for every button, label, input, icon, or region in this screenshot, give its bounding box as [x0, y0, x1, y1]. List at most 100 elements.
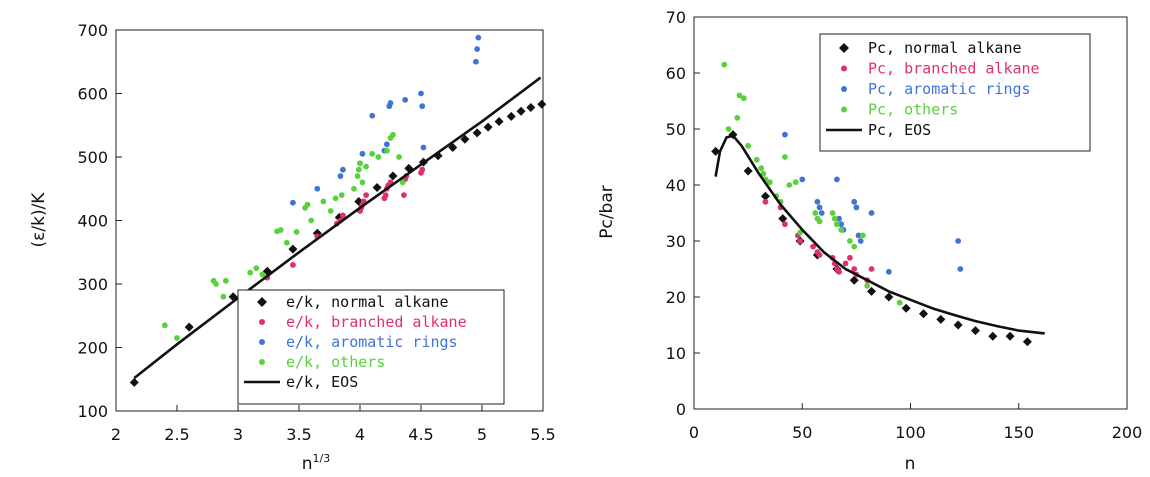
- left-legend-swatch-others: [259, 359, 265, 365]
- left-point-normal: [483, 122, 493, 132]
- left-point-branched: [419, 166, 426, 173]
- left-point-others: [359, 179, 366, 186]
- right-point-normal: [743, 166, 753, 176]
- right-legend-label-eos: Pc, EOS: [868, 121, 931, 139]
- left-point-others: [213, 281, 219, 287]
- left-point-others: [220, 293, 227, 300]
- left-legend-label-branched: e/k, branched alkane: [286, 313, 467, 331]
- left-legend-swatch-aromatic: [259, 339, 265, 345]
- right-point-others: [846, 238, 853, 244]
- x-axis-label-left-base: n: [302, 454, 313, 474]
- left-point-aromatic: [290, 199, 296, 206]
- right-point-aromatic: [836, 215, 842, 222]
- legend-left: e/k, normal alkane e/k, branched alkane e/…: [237, 289, 505, 405]
- left-series-line-eos: [133, 76, 542, 380]
- right-point-others: [740, 95, 747, 102]
- left-point-aromatic: [387, 100, 394, 106]
- left-point-others: [355, 166, 362, 173]
- left-point-others: [390, 131, 396, 138]
- right-x-tick-label: 200: [1112, 423, 1143, 442]
- left-point-others: [304, 201, 311, 208]
- right-legend-label-normal: Pc, normal alkane: [868, 39, 1022, 57]
- right-point-branched: [842, 260, 849, 267]
- left-y-tick-label: 300: [77, 275, 108, 294]
- right-point-branched: [810, 243, 816, 250]
- left-x-tick-label: 5: [477, 425, 487, 444]
- right-point-aromatic: [853, 204, 860, 211]
- right-series-line-eos: [714, 134, 1045, 335]
- left-point-normal: [526, 102, 536, 112]
- right-legend-swatch-normal: [839, 43, 849, 53]
- left-point-others: [222, 277, 229, 284]
- left-point-normal: [372, 182, 382, 192]
- left-legend-label-others: e/k, others: [286, 353, 385, 371]
- right-point-aromatic: [816, 204, 823, 211]
- left-point-normal: [494, 116, 504, 126]
- left-ticks: 2 2.5 3 3.5 4 4.5 5 5.5 100 200 300 400 500 600 700: [77, 21, 555, 444]
- right-point-normal: [867, 286, 877, 296]
- right-point-normal: [970, 326, 980, 336]
- right-point-others: [753, 156, 760, 163]
- left-point-aromatic: [420, 144, 427, 151]
- right-point-normal: [953, 320, 963, 330]
- right-point-normal: [1005, 331, 1015, 341]
- left-point-normal: [129, 377, 139, 387]
- right-point-normal: [918, 309, 928, 319]
- right-x-tick-label: 150: [1003, 423, 1034, 442]
- right-point-others: [745, 142, 752, 149]
- left-point-aromatic: [359, 150, 366, 157]
- left-x-tick-label: 4: [355, 425, 365, 444]
- left-y-tick-label: 400: [77, 212, 108, 231]
- left-point-normal: [460, 134, 470, 144]
- left-point-others: [174, 335, 180, 341]
- left-point-branched: [340, 212, 346, 219]
- right-y-tick-label: 70: [666, 8, 686, 27]
- right-ticks: 0 50 100 150 200 0 10 20 30 40 50 60 70: [666, 8, 1143, 442]
- right-point-normal: [1022, 337, 1032, 347]
- right-point-others: [760, 170, 767, 177]
- x-axis-label-left: n1/3: [302, 452, 330, 474]
- left-point-others: [354, 173, 361, 179]
- right-y-tick-label: 20: [666, 288, 686, 307]
- legend-left-items: e/k, normal alkane e/k, branched alkane e/…: [244, 293, 467, 391]
- left-point-normal: [184, 322, 194, 332]
- x-axis-label-left-superscript: 1/3: [313, 452, 331, 465]
- right-legend-label-aromatic: Pc, aromatic rings: [868, 80, 1031, 98]
- left-point-aromatic: [314, 185, 321, 192]
- left-point-others: [338, 192, 345, 199]
- left-legend-swatch-normal: [257, 297, 267, 307]
- right-point-aromatic: [885, 268, 892, 275]
- left-point-normal: [472, 128, 482, 138]
- right-point-others: [725, 126, 732, 132]
- right-point-normal: [778, 214, 788, 224]
- chart-right: 0 50 100 150 200 0 10 20 30 40 50 60 70 Pc/bar n Pc,…: [597, 8, 1142, 474]
- right-point-normal: [849, 275, 859, 285]
- legend-right: Pc, normal alkane Pc, branched alkane Pc, …: [819, 33, 1091, 152]
- left-y-tick-label: 700: [77, 21, 108, 40]
- right-point-aromatic: [955, 238, 962, 244]
- right-point-others: [864, 282, 871, 289]
- legend-box-left: [237, 289, 505, 405]
- right-point-branched: [836, 268, 842, 275]
- left-point-others: [332, 195, 339, 202]
- right-point-aromatic: [818, 210, 825, 216]
- left-point-normal: [388, 171, 398, 181]
- left-legend-label-eos: e/k, EOS: [286, 373, 358, 391]
- left-point-others: [399, 179, 406, 186]
- left-point-branched: [382, 192, 389, 199]
- right-point-branched: [762, 198, 769, 205]
- left-y-tick-label: 200: [77, 339, 108, 358]
- left-legend-label-normal: e/k, normal alkane: [286, 293, 449, 311]
- left-point-others: [369, 150, 376, 157]
- left-point-others: [247, 269, 254, 276]
- left-point-normal: [516, 106, 526, 116]
- right-y-tick-label: 30: [666, 232, 686, 251]
- right-legend-swatch-aromatic: [841, 86, 847, 92]
- left-point-aromatic: [418, 90, 424, 97]
- left-point-normal: [537, 99, 547, 109]
- right-data: [711, 61, 1045, 347]
- right-point-normal: [988, 331, 998, 341]
- left-point-others: [253, 265, 260, 272]
- right-point-others: [721, 61, 728, 68]
